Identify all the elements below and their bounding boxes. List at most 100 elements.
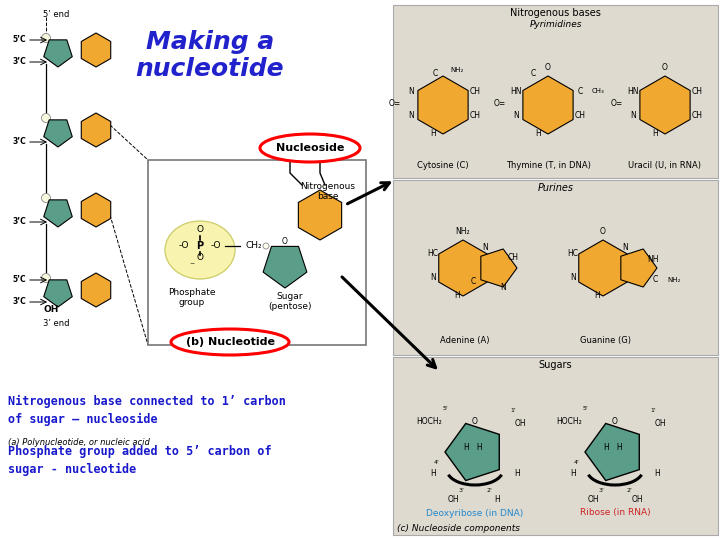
Text: 3’C: 3’C bbox=[12, 298, 26, 307]
Circle shape bbox=[42, 33, 50, 43]
Text: C: C bbox=[577, 86, 582, 96]
Text: OH: OH bbox=[447, 496, 459, 504]
Text: O: O bbox=[600, 227, 606, 237]
Text: Nitrogenous base connected to 1’ carbon
of sugar – nucleoside: Nitrogenous base connected to 1’ carbon … bbox=[8, 395, 286, 426]
Polygon shape bbox=[418, 76, 468, 134]
Text: HOCH₂: HOCH₂ bbox=[416, 417, 442, 427]
Text: Uracil (U, in RNA): Uracil (U, in RNA) bbox=[629, 161, 701, 170]
Text: 1': 1' bbox=[510, 408, 516, 413]
Text: Nucleoside: Nucleoside bbox=[276, 143, 344, 153]
Text: 3’C: 3’C bbox=[12, 218, 26, 226]
Text: Nitrogenous
base: Nitrogenous base bbox=[300, 182, 356, 201]
Text: Purines: Purines bbox=[538, 183, 574, 193]
Text: CH: CH bbox=[691, 111, 703, 119]
Text: O: O bbox=[197, 226, 204, 234]
Text: HC: HC bbox=[567, 248, 578, 258]
Text: N: N bbox=[622, 244, 628, 253]
Text: H: H bbox=[594, 292, 600, 300]
Circle shape bbox=[42, 193, 50, 202]
Polygon shape bbox=[44, 200, 72, 227]
Text: 5’ end: 5’ end bbox=[43, 10, 69, 19]
Text: H: H bbox=[430, 469, 436, 478]
Polygon shape bbox=[438, 240, 487, 296]
Text: CH₂: CH₂ bbox=[246, 241, 262, 251]
Text: Cytosine (C): Cytosine (C) bbox=[417, 161, 469, 170]
Polygon shape bbox=[621, 249, 657, 287]
Text: H: H bbox=[494, 496, 500, 504]
FancyBboxPatch shape bbox=[393, 5, 718, 178]
Text: 4': 4' bbox=[434, 460, 440, 464]
Text: O: O bbox=[612, 417, 618, 427]
Polygon shape bbox=[44, 40, 72, 67]
Text: Guanine (G): Guanine (G) bbox=[580, 336, 631, 345]
Text: N: N bbox=[408, 86, 414, 96]
Ellipse shape bbox=[171, 329, 289, 355]
Text: Making a
nucleotide: Making a nucleotide bbox=[135, 30, 284, 81]
Text: (a) Polynucleotide, or nucleic acid: (a) Polynucleotide, or nucleic acid bbox=[8, 438, 150, 447]
Polygon shape bbox=[640, 76, 690, 134]
Polygon shape bbox=[81, 33, 111, 67]
Circle shape bbox=[263, 243, 269, 249]
Text: H: H bbox=[652, 129, 658, 138]
Text: OH: OH bbox=[588, 496, 599, 504]
Text: H: H bbox=[570, 469, 576, 478]
Text: NH₂: NH₂ bbox=[667, 277, 680, 283]
Text: Nitrogenous bases: Nitrogenous bases bbox=[510, 8, 601, 18]
Text: Sugars: Sugars bbox=[539, 360, 572, 370]
Text: 5’C: 5’C bbox=[12, 36, 26, 44]
Circle shape bbox=[42, 113, 50, 123]
Text: OH: OH bbox=[631, 496, 643, 504]
Polygon shape bbox=[81, 113, 111, 147]
Text: NH: NH bbox=[647, 255, 659, 265]
Text: CH: CH bbox=[508, 253, 518, 262]
Text: (c) Nucleoside components: (c) Nucleoside components bbox=[397, 524, 520, 533]
Text: 3’C: 3’C bbox=[12, 138, 26, 146]
Polygon shape bbox=[585, 423, 639, 481]
Circle shape bbox=[42, 273, 50, 282]
Text: 3’ end: 3’ end bbox=[43, 319, 70, 328]
Text: O: O bbox=[197, 253, 204, 262]
Text: -O: -O bbox=[179, 241, 189, 251]
Text: H: H bbox=[514, 469, 520, 478]
Text: H   H: H H bbox=[464, 442, 482, 451]
Text: N: N bbox=[570, 273, 576, 282]
Text: O=: O= bbox=[389, 98, 401, 107]
Polygon shape bbox=[579, 240, 627, 296]
Text: 5': 5' bbox=[582, 406, 588, 410]
Text: (b) Nucleotide: (b) Nucleotide bbox=[186, 337, 274, 347]
FancyBboxPatch shape bbox=[393, 357, 718, 535]
Text: 5': 5' bbox=[442, 406, 448, 410]
Text: O: O bbox=[282, 238, 288, 246]
Text: HN: HN bbox=[627, 86, 639, 96]
Ellipse shape bbox=[165, 221, 235, 279]
Text: OH: OH bbox=[514, 420, 526, 429]
Text: Deoxyribose (in DNA): Deoxyribose (in DNA) bbox=[426, 509, 523, 517]
Text: H: H bbox=[535, 129, 541, 138]
Text: H: H bbox=[654, 469, 660, 478]
Text: O=: O= bbox=[494, 98, 506, 107]
Text: 3': 3' bbox=[458, 488, 464, 492]
Text: H   H: H H bbox=[603, 442, 622, 451]
Text: P: P bbox=[197, 241, 204, 251]
Text: H: H bbox=[430, 129, 436, 138]
Text: OH: OH bbox=[654, 420, 666, 429]
Text: N: N bbox=[500, 284, 506, 293]
FancyBboxPatch shape bbox=[148, 160, 366, 345]
Text: O: O bbox=[662, 63, 668, 71]
Polygon shape bbox=[44, 280, 72, 307]
Text: 4': 4' bbox=[574, 460, 580, 464]
Polygon shape bbox=[81, 193, 111, 227]
Text: Pyrimidines: Pyrimidines bbox=[529, 20, 582, 29]
Text: Sugar
(pentose): Sugar (pentose) bbox=[269, 292, 312, 312]
Text: Thymine (T, in DNA): Thymine (T, in DNA) bbox=[505, 161, 590, 170]
Text: 2': 2' bbox=[626, 488, 632, 492]
Text: H: H bbox=[454, 292, 460, 300]
Ellipse shape bbox=[260, 134, 360, 162]
Polygon shape bbox=[523, 76, 573, 134]
Polygon shape bbox=[263, 246, 307, 288]
Text: CH: CH bbox=[691, 86, 703, 96]
Text: 3’C: 3’C bbox=[12, 57, 26, 66]
Text: 1': 1' bbox=[650, 408, 656, 413]
Polygon shape bbox=[298, 190, 342, 240]
Text: C: C bbox=[652, 275, 657, 285]
